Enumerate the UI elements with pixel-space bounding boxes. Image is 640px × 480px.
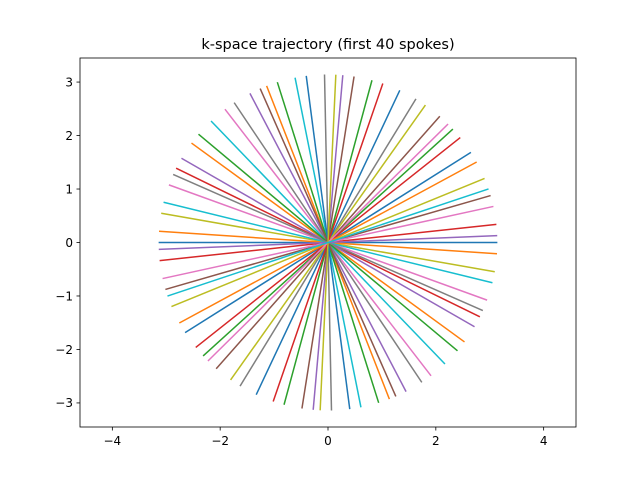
- y-tick-label: 2: [65, 129, 73, 143]
- y-axis: −3 −2 −1 0 1 2 3: [55, 75, 80, 410]
- x-tick-label: 0: [324, 434, 332, 448]
- y-tick-label: −2: [55, 343, 73, 357]
- y-tick-label: 0: [65, 236, 73, 250]
- x-tick-label: −4: [103, 434, 121, 448]
- y-tick-label: 3: [65, 75, 73, 89]
- x-tick-label: 2: [432, 434, 440, 448]
- x-tick-label: −2: [211, 434, 229, 448]
- x-tick-label: 4: [540, 434, 548, 448]
- y-tick-label: −3: [55, 396, 73, 410]
- y-tick-label: −1: [55, 289, 73, 303]
- spoke-40: [167, 188, 489, 297]
- y-tick-label: 1: [65, 182, 73, 196]
- chart-title: k-space trajectory (first 40 spokes): [201, 37, 454, 53]
- spokes-group: [158, 74, 498, 411]
- x-axis: −4 −2 0 2 4: [103, 427, 547, 448]
